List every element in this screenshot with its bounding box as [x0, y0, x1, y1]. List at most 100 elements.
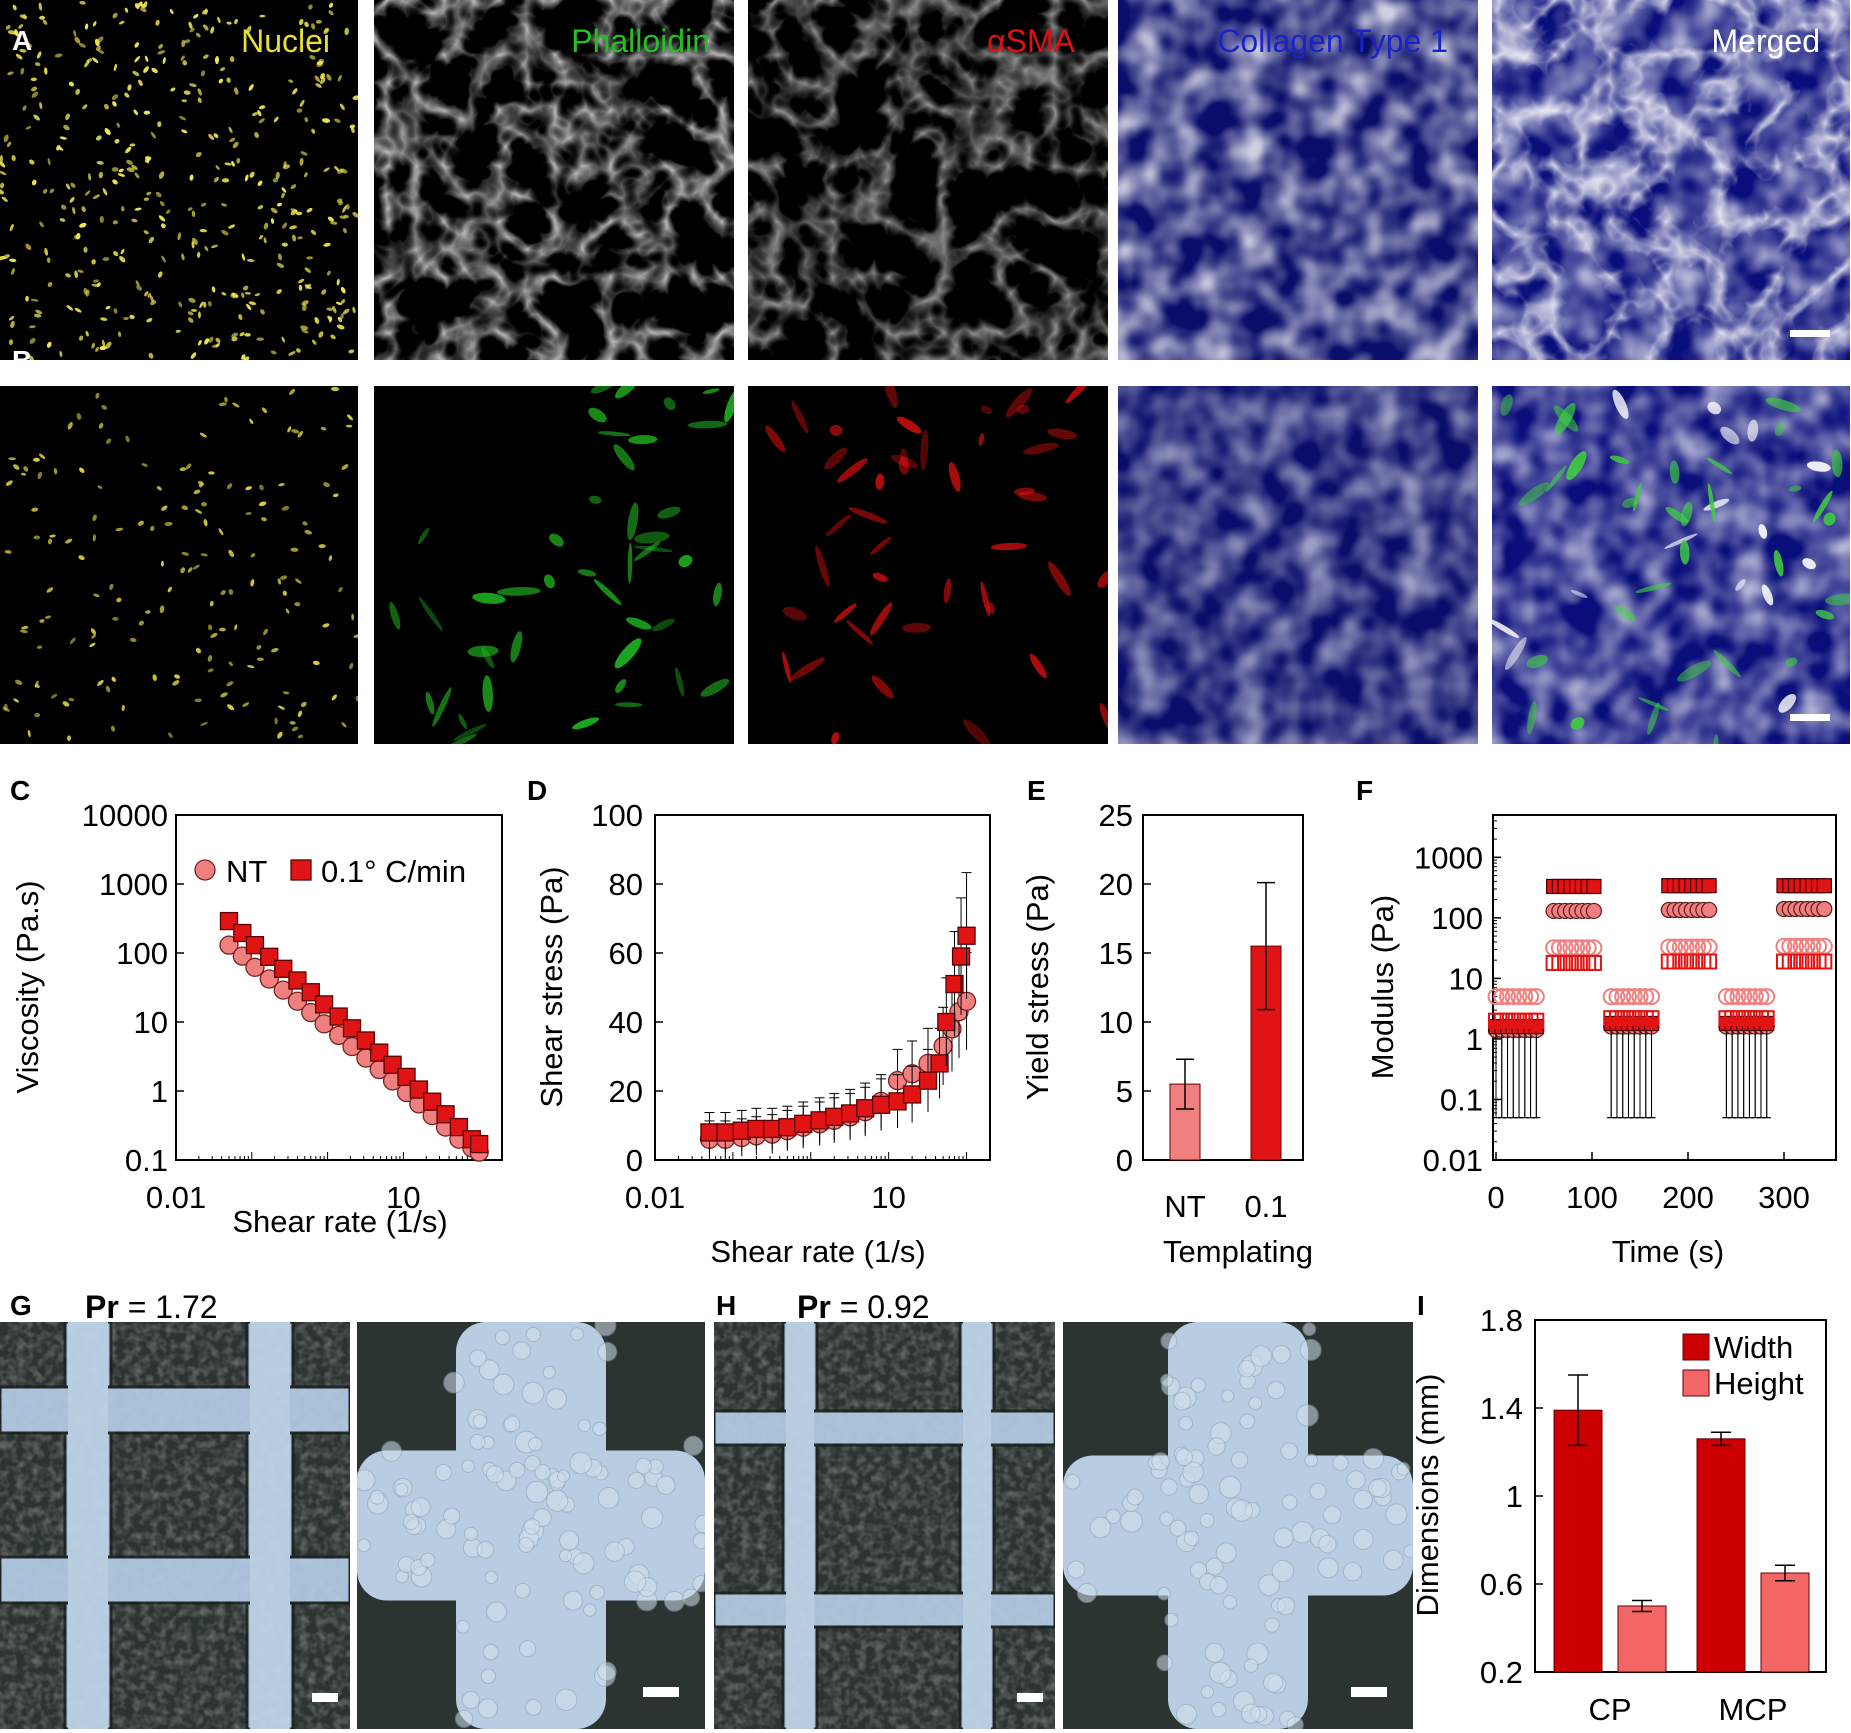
nucleus	[228, 224, 236, 229]
nucleus	[194, 698, 202, 703]
data-point-templated	[957, 926, 976, 945]
nucleus	[157, 121, 162, 128]
nucleus	[23, 466, 29, 472]
nucleus	[144, 291, 149, 297]
nucleus	[294, 602, 301, 607]
fibre-network	[748, 0, 1108, 360]
nucleus	[174, 674, 181, 679]
nucleus	[76, 412, 82, 420]
merged-cell	[1665, 506, 1689, 524]
microgel-particle	[1182, 1461, 1204, 1484]
nucleus	[203, 518, 208, 527]
microgel-particle	[1160, 1332, 1178, 1350]
x-category-label: 0.1	[1244, 1189, 1287, 1224]
nucleus	[326, 73, 332, 81]
nucleus	[54, 53, 63, 58]
nucleus	[97, 679, 104, 686]
cell-fragment	[572, 717, 599, 730]
microgel-particle	[1243, 1658, 1259, 1673]
microgel-particle	[477, 1698, 498, 1719]
nucleus	[144, 55, 149, 62]
merged-fibres	[1492, 0, 1850, 360]
nucleus	[159, 605, 165, 614]
nucleus	[330, 221, 338, 225]
nucleus	[87, 173, 92, 181]
plot-frame	[1492, 814, 1837, 1161]
nucleus	[260, 309, 265, 315]
nucleus	[91, 259, 96, 265]
nucleus	[355, 695, 358, 702]
nucleus	[67, 735, 72, 741]
microgel-particle	[482, 1643, 500, 1661]
microgel-particle	[443, 1371, 465, 1394]
merged-cell	[1638, 697, 1669, 711]
microgel-particle	[1353, 1489, 1373, 1510]
microgel-particle	[1169, 1519, 1187, 1537]
nucleus	[131, 164, 138, 170]
microgel-particle	[1207, 1437, 1226, 1456]
microgel-particle	[1172, 1391, 1192, 1411]
x-category-label: NT	[1164, 1189, 1205, 1224]
nucleus	[190, 309, 198, 312]
nucleus	[339, 103, 345, 111]
nucleus	[121, 704, 125, 712]
x-category-label: MCP	[1719, 1692, 1788, 1727]
nucleus	[288, 351, 296, 356]
bar-width	[1553, 1409, 1603, 1673]
nucleus	[290, 209, 298, 216]
chart-shear-stress: 0 20 40 60 80 100 0.01 10 Shear rate (1/s) Shear …	[534, 798, 991, 1269]
nucleus	[78, 43, 86, 48]
cell-fragment	[589, 495, 602, 504]
nucleus	[74, 307, 82, 313]
nucleus	[152, 674, 157, 681]
nucleus	[311, 128, 316, 134]
nucleus	[146, 318, 153, 323]
data-point-loss-nt	[1493, 988, 1511, 1006]
nucleus	[169, 8, 174, 15]
microgel-particle	[1403, 1544, 1413, 1559]
nucleus	[353, 634, 358, 638]
cell-fragment	[657, 506, 681, 519]
nucleus	[213, 133, 219, 139]
nucleus	[20, 472, 27, 476]
nucleus	[318, 331, 324, 338]
y-tick-label: 0.1	[1440, 1082, 1483, 1117]
nucleus	[283, 161, 287, 168]
nucleus	[164, 521, 173, 526]
nucleus	[84, 190, 91, 196]
nucleus	[105, 305, 111, 310]
channel-label: Nuclei	[241, 23, 330, 59]
microgel-particle	[692, 1532, 705, 1550]
nucleus	[21, 625, 29, 630]
cell-fragment	[510, 631, 523, 663]
cell-fragment	[896, 416, 922, 434]
nucleus	[101, 339, 106, 348]
microgel-particle	[1368, 1478, 1387, 1498]
nucleus	[166, 209, 171, 214]
nucleus	[138, 620, 145, 626]
nucleus	[204, 338, 210, 345]
nucleus	[197, 340, 202, 346]
nucleus	[211, 344, 220, 348]
cell-fragment	[633, 541, 661, 562]
merged-cell	[1500, 394, 1513, 416]
nucleus	[278, 483, 285, 487]
nucleus	[89, 642, 96, 648]
nucleus	[319, 77, 326, 85]
cell-fragment	[902, 622, 932, 633]
nucleus	[257, 205, 264, 210]
cell-fragment	[980, 581, 991, 617]
nucleus	[62, 701, 70, 707]
nucleus	[79, 222, 87, 228]
merged-cell	[1545, 465, 1567, 492]
nucleus	[189, 28, 195, 33]
nucleus	[287, 426, 292, 433]
cell-fragment	[898, 457, 910, 475]
cell-fragment	[432, 687, 452, 727]
merged-cell	[1526, 654, 1548, 669]
nucleus	[34, 62, 41, 67]
nucleus	[234, 87, 239, 95]
y-tick-label: 1.4	[1480, 1391, 1523, 1426]
plot-frame	[175, 814, 503, 1161]
